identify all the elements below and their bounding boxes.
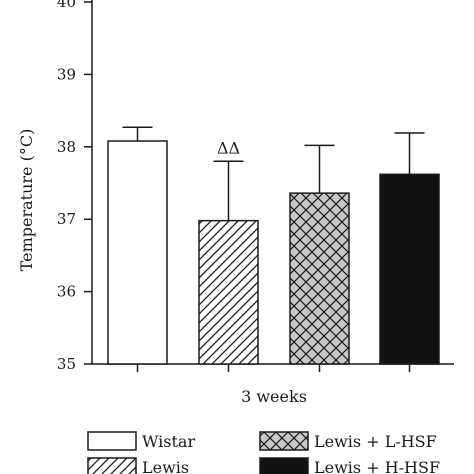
x-axis	[92, 363, 454, 372]
legend-label: Lewis + H-HSF	[314, 458, 440, 474]
legend-swatch	[87, 457, 137, 474]
legend-swatch	[259, 431, 309, 451]
legend-label: Lewis + L-HSF	[314, 432, 437, 451]
legend: Wistar Lewis Lewis + L-HSF Lewis + H-HSF	[87, 431, 440, 474]
y-axis: 35 36 37 38 39 40	[57, 0, 93, 373]
y-tick-label: 38	[57, 138, 76, 156]
bar-lewis	[198, 219, 259, 365]
y-tick-label: 36	[57, 283, 76, 301]
y-axis-label: Temperature (°C)	[17, 129, 36, 272]
y-tick-label: 37	[57, 210, 76, 228]
legend-label: Wistar	[142, 432, 195, 451]
legend-swatch	[259, 457, 309, 474]
legend-swatch	[87, 431, 137, 451]
y-tick-label: 35	[57, 355, 76, 373]
significance-annotation: ΔΔ	[217, 138, 240, 157]
bar-lewis-h-hsf	[379, 173, 440, 365]
bar-lewis-l-hsf	[289, 192, 350, 365]
legend-label: Lewis	[142, 458, 189, 474]
x-axis-label: 3 weeks	[241, 387, 307, 406]
y-tick-label: 40	[57, 0, 76, 11]
bar-wistar	[107, 140, 168, 365]
y-tick-label: 39	[57, 65, 76, 83]
